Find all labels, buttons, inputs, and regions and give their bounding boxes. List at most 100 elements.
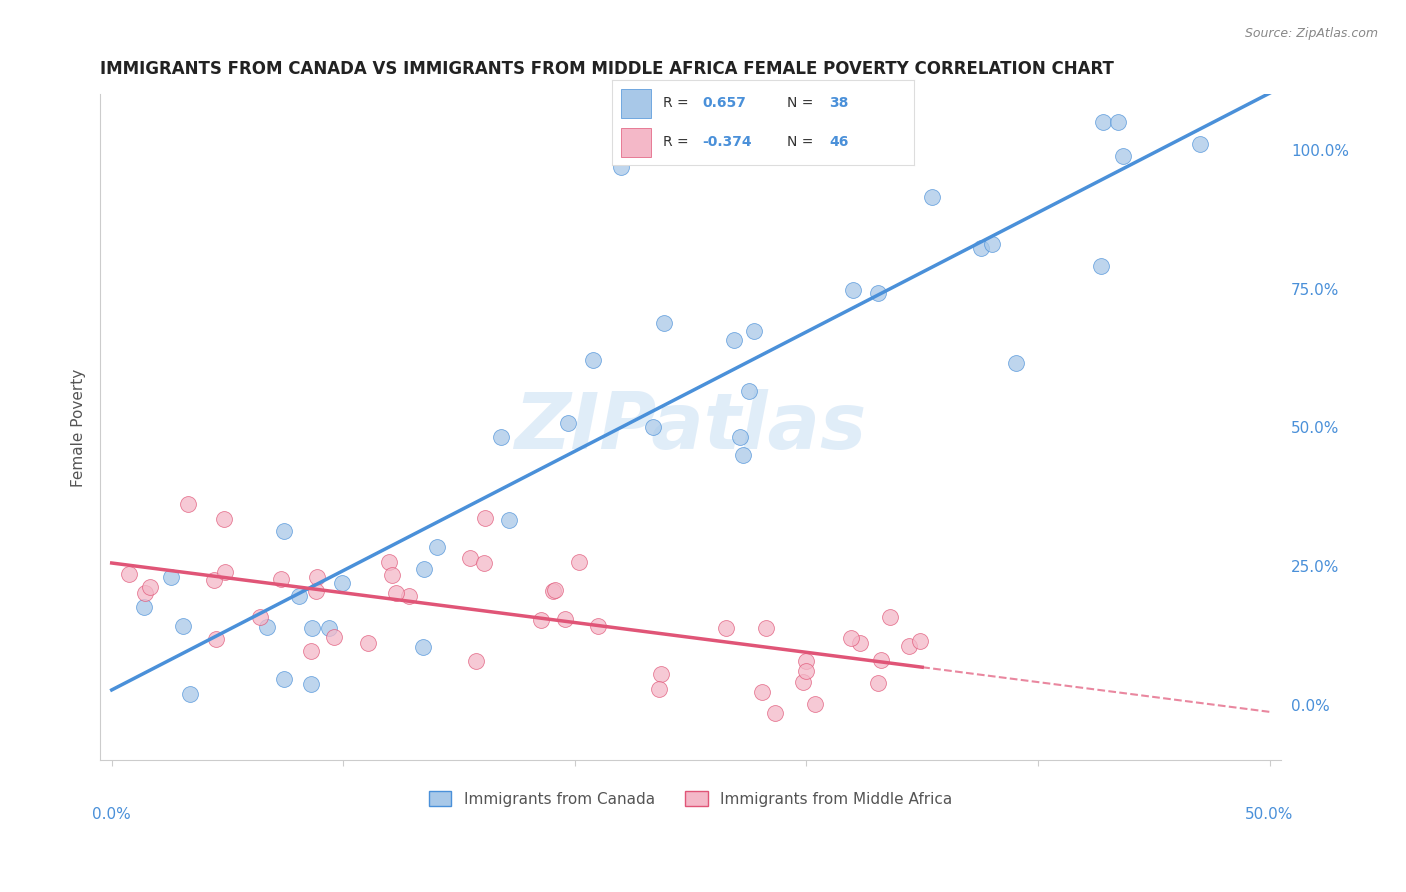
Point: [139, 580, 162, 594]
Point: [849, 636, 872, 650]
Point: [426, 540, 449, 554]
Point: [792, 675, 814, 690]
Point: [530, 613, 553, 627]
Y-axis label: Female Poverty: Female Poverty: [72, 368, 86, 486]
Text: ZIPatlas: ZIPatlas: [515, 390, 866, 466]
FancyBboxPatch shape: [620, 89, 651, 118]
Text: R =: R =: [664, 136, 693, 149]
Text: R =: R =: [664, 96, 693, 110]
Point: [458, 551, 481, 566]
Point: [763, 706, 786, 720]
Point: [980, 237, 1002, 252]
Point: [1107, 115, 1129, 129]
Point: [385, 586, 408, 600]
Point: [172, 619, 194, 633]
Point: [204, 573, 226, 587]
Point: [647, 681, 669, 696]
Point: [413, 562, 436, 576]
Point: [1091, 115, 1114, 129]
Point: [489, 430, 512, 444]
Point: [288, 589, 311, 603]
Point: [214, 512, 236, 526]
FancyBboxPatch shape: [620, 128, 651, 157]
Point: [568, 555, 591, 569]
Point: [1005, 357, 1028, 371]
Legend: Immigrants from Canada, Immigrants from Middle Africa: Immigrants from Canada, Immigrants from …: [422, 784, 959, 813]
Point: [586, 619, 609, 633]
Text: 46: 46: [830, 136, 849, 149]
Text: Source: ZipAtlas.com: Source: ZipAtlas.com: [1244, 27, 1378, 40]
Point: [755, 621, 778, 635]
Point: [544, 582, 567, 597]
Point: [323, 630, 346, 644]
Point: [794, 654, 817, 668]
Point: [398, 589, 420, 603]
Point: [357, 636, 380, 650]
Text: 50.0%: 50.0%: [1246, 807, 1294, 822]
Point: [1189, 137, 1212, 152]
Point: [921, 190, 943, 204]
Point: [160, 570, 183, 584]
Point: [412, 640, 434, 655]
Point: [751, 685, 773, 699]
Point: [270, 572, 292, 586]
Point: [1112, 149, 1135, 163]
Point: [472, 556, 495, 570]
Point: [970, 241, 993, 255]
Text: 0.657: 0.657: [703, 96, 747, 110]
Point: [381, 567, 404, 582]
Point: [879, 610, 901, 624]
Point: [728, 430, 751, 444]
Text: -0.374: -0.374: [703, 136, 752, 149]
Text: 0.0%: 0.0%: [93, 807, 131, 822]
Point: [256, 620, 278, 634]
Point: [652, 316, 675, 330]
Point: [742, 324, 765, 338]
Point: [318, 621, 340, 635]
Point: [839, 631, 862, 645]
Point: [794, 665, 817, 679]
Point: [299, 644, 322, 658]
Point: [305, 584, 328, 599]
Point: [714, 621, 737, 635]
Point: [134, 586, 156, 600]
Point: [273, 672, 295, 686]
Point: [910, 633, 932, 648]
Point: [330, 576, 353, 591]
Point: [214, 565, 236, 579]
Point: [866, 285, 889, 300]
Point: [249, 610, 271, 624]
Text: IMMIGRANTS FROM CANADA VS IMMIGRANTS FROM MIDDLE AFRICA FEMALE POVERTY CORRELATI: IMMIGRANTS FROM CANADA VS IMMIGRANTS FRO…: [100, 60, 1114, 78]
Point: [465, 655, 488, 669]
Point: [738, 384, 761, 398]
Point: [842, 283, 865, 297]
Point: [643, 420, 665, 434]
Point: [305, 570, 328, 584]
Point: [177, 497, 200, 511]
Text: 38: 38: [830, 96, 849, 110]
Point: [1090, 259, 1112, 273]
Point: [610, 160, 633, 174]
Point: [273, 524, 295, 538]
Point: [378, 555, 401, 569]
Point: [134, 600, 156, 615]
Point: [299, 676, 322, 690]
Point: [474, 511, 496, 525]
Point: [723, 333, 745, 347]
Point: [205, 632, 228, 647]
Point: [498, 514, 520, 528]
Point: [118, 567, 141, 582]
Point: [803, 697, 825, 711]
Text: N =: N =: [787, 136, 818, 149]
Point: [541, 583, 564, 598]
Point: [650, 667, 672, 681]
Point: [731, 449, 754, 463]
Text: N =: N =: [787, 96, 818, 110]
Point: [866, 675, 889, 690]
Point: [582, 353, 605, 368]
Point: [554, 611, 576, 625]
Point: [869, 653, 891, 667]
Point: [898, 639, 921, 653]
Point: [301, 621, 323, 635]
Point: [557, 416, 579, 430]
